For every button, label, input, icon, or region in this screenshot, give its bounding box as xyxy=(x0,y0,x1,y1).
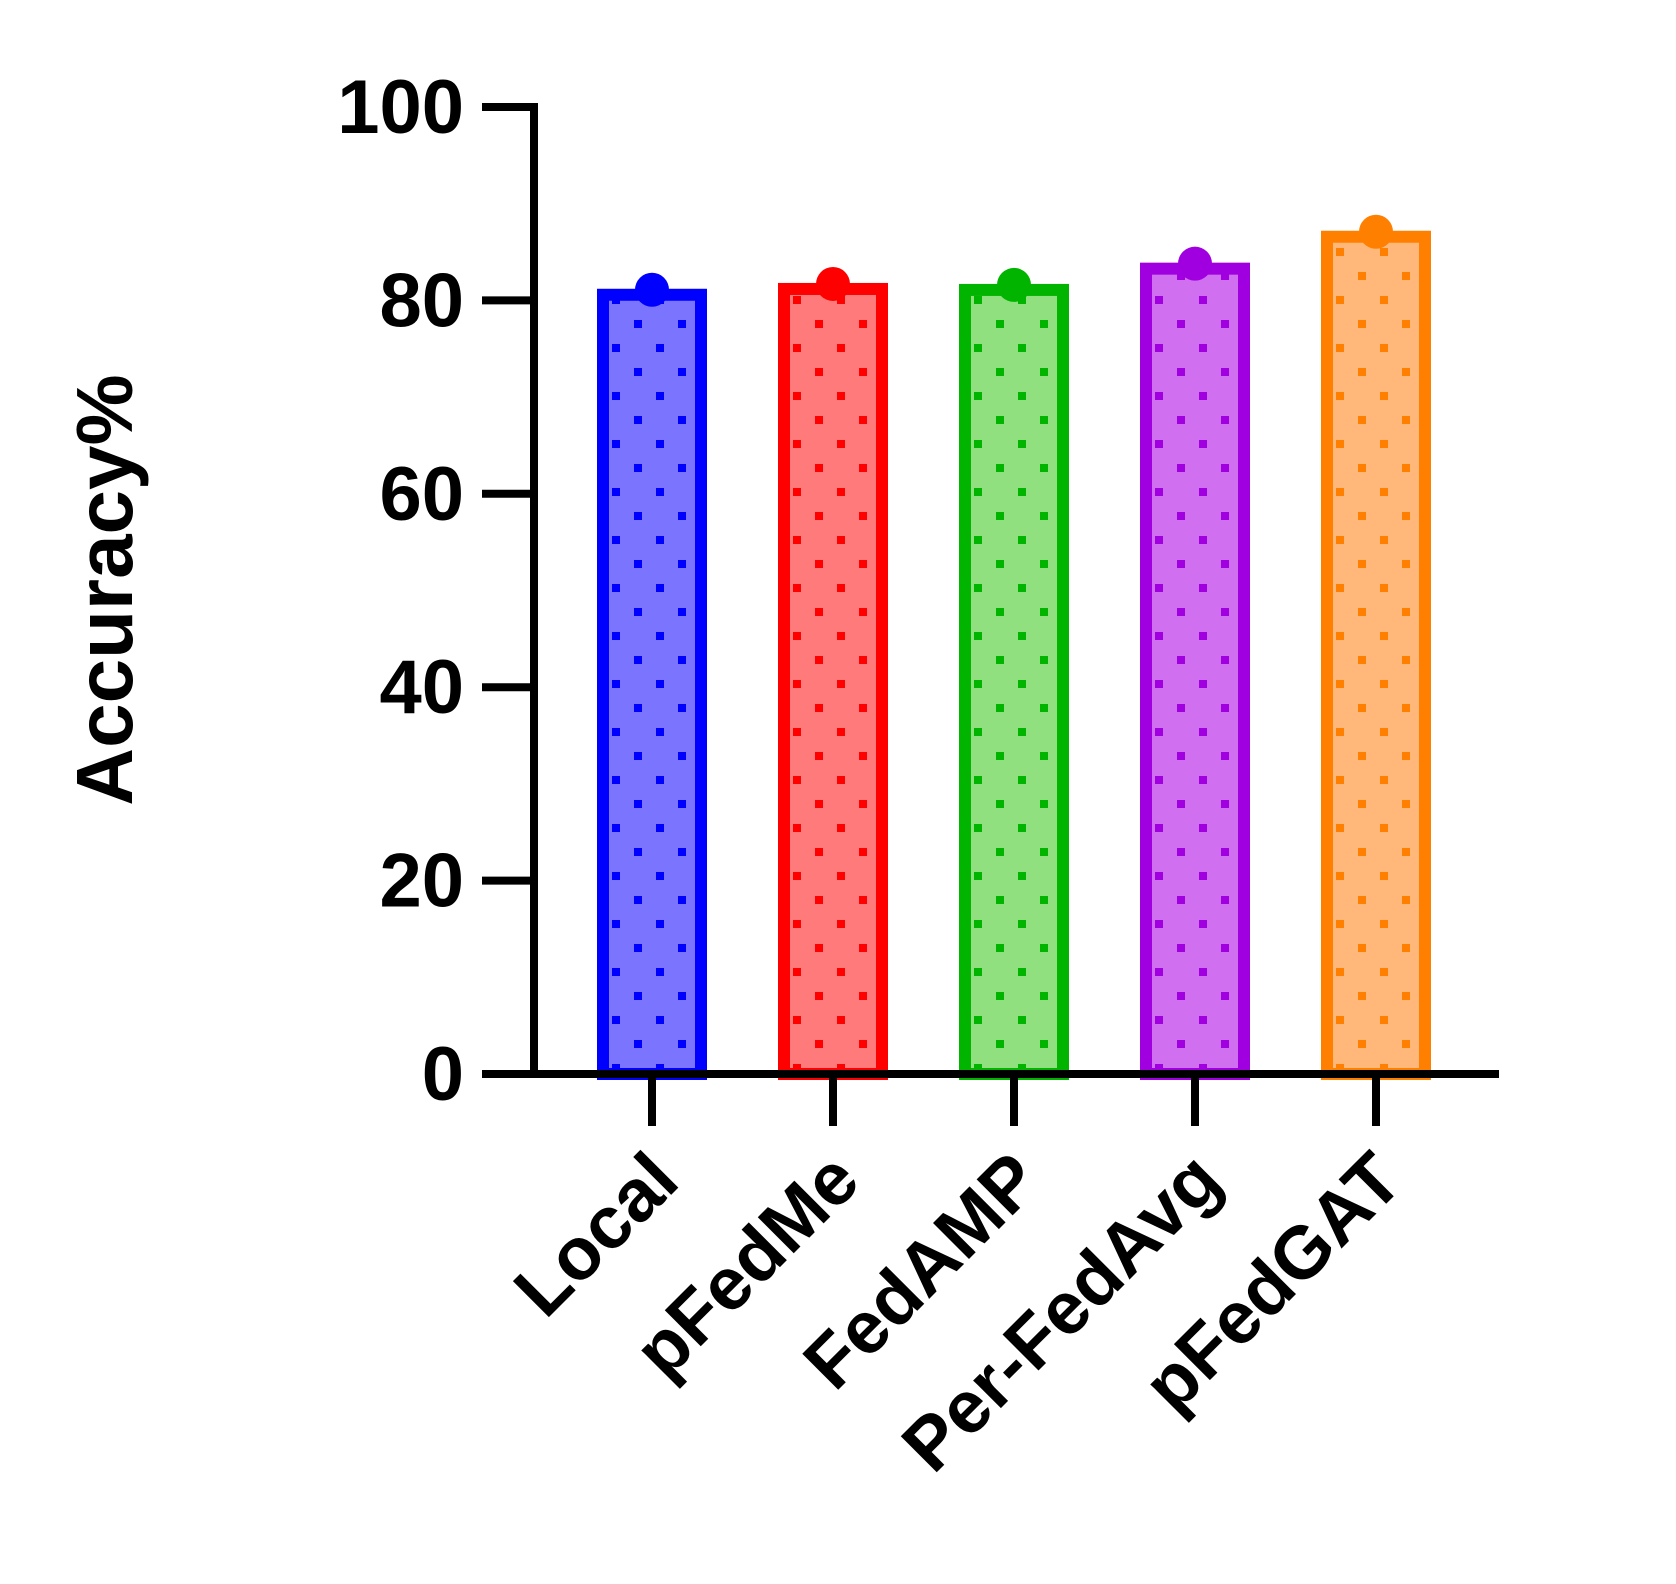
y-tick-label: 20 xyxy=(379,839,464,924)
bar xyxy=(597,288,707,1080)
y-tick-label: 60 xyxy=(379,452,464,537)
mean-dot xyxy=(997,267,1031,302)
y-tick-label: 100 xyxy=(337,65,464,150)
mean-dot xyxy=(816,266,850,301)
mean-dot xyxy=(635,272,669,307)
y-axis-title: Accuracy% xyxy=(60,374,149,805)
y-tick-label: 0 xyxy=(422,1032,464,1117)
mean-dot xyxy=(1359,214,1393,249)
y-tick-label: 80 xyxy=(379,258,464,343)
bar xyxy=(1321,230,1431,1081)
mean-dot xyxy=(1178,246,1212,281)
bar xyxy=(959,283,1069,1081)
y-tick-label: 40 xyxy=(379,645,464,730)
bar xyxy=(778,282,888,1080)
bar xyxy=(1140,262,1250,1080)
